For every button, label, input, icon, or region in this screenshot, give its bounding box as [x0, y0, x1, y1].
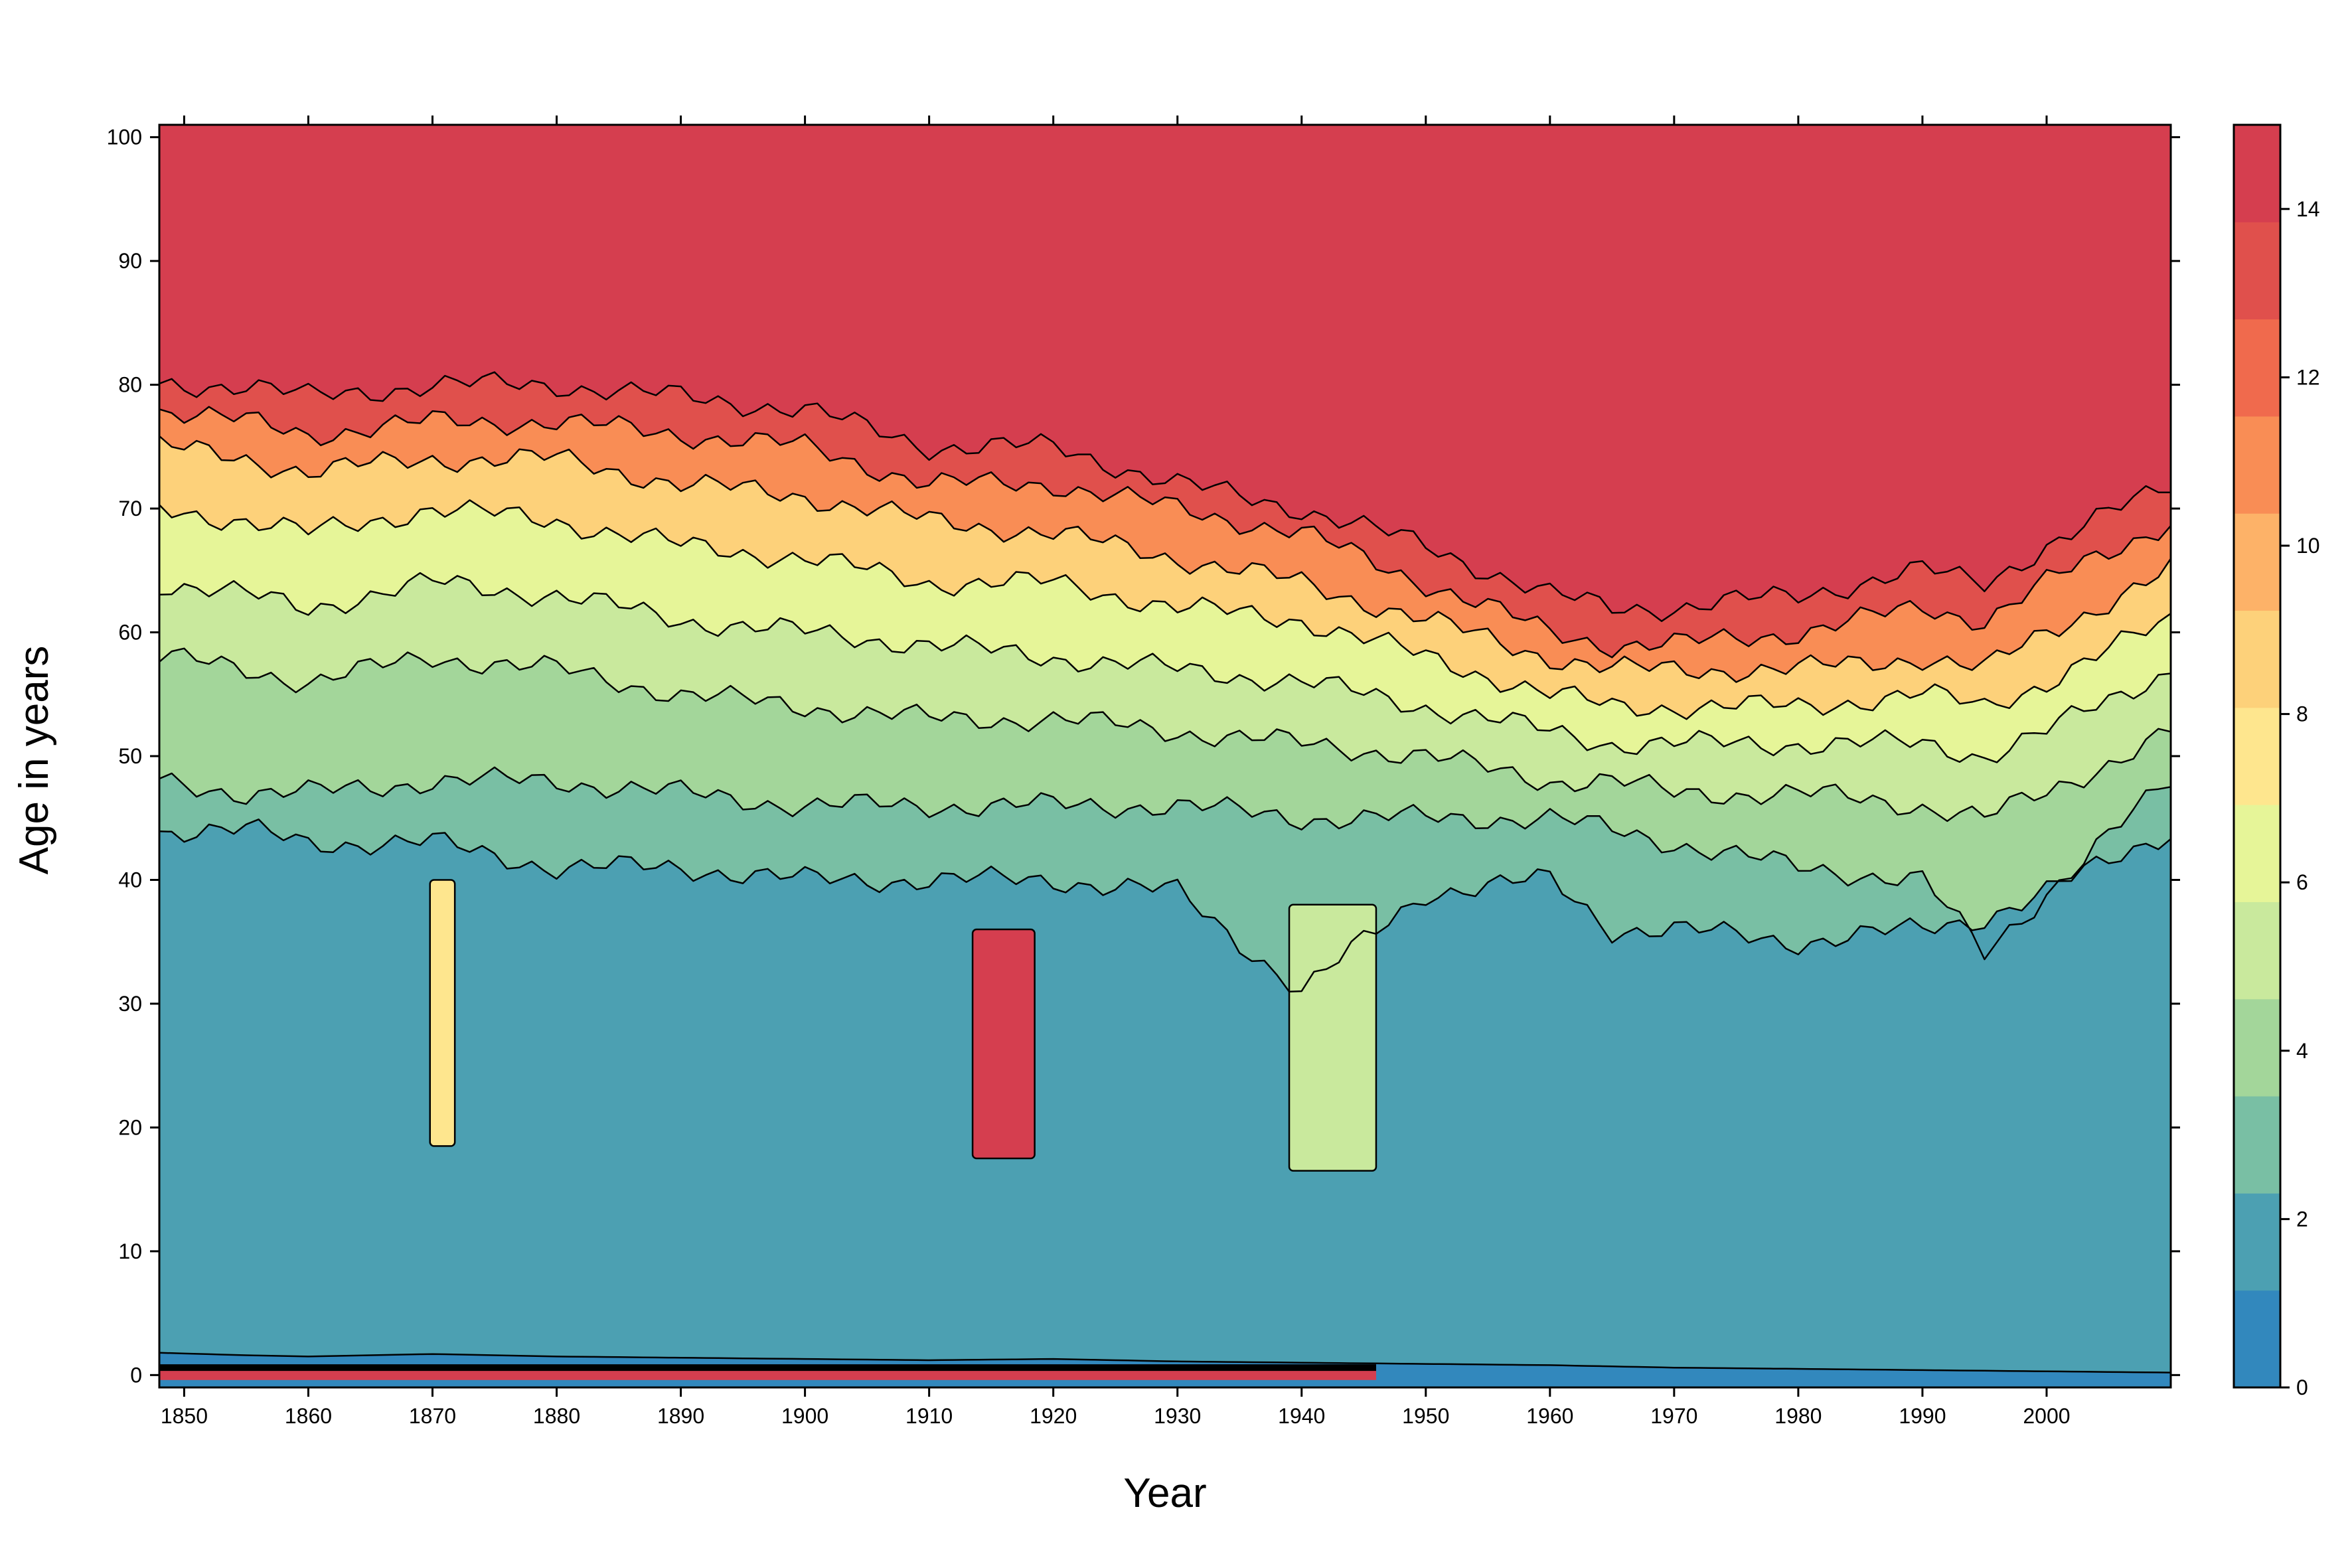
contour-line-0: [159, 371, 2171, 622]
x-tick-label: 1900: [781, 1404, 828, 1428]
y-tick-label: 80: [118, 373, 142, 397]
contour-lines: [159, 371, 2171, 1373]
contour-line-4: [159, 572, 2171, 763]
colorbar-tick-label: 0: [2296, 1375, 2308, 1399]
x-tick-label: 2000: [2023, 1404, 2070, 1428]
contour-line-3: [159, 499, 2171, 720]
colorbar-swatch: [2234, 513, 2280, 611]
x-tick-label: 1910: [905, 1404, 953, 1428]
colorbar-tick-label: 14: [2296, 197, 2320, 221]
colorbar-swatch: [2234, 416, 2280, 514]
contour-bands: [159, 125, 2171, 1387]
x-tick-label: 1920: [1030, 1404, 1077, 1428]
colorbar-frame: [2233, 123, 2282, 1389]
colorbar-tick-label: 8: [2296, 702, 2308, 726]
y-tick-label: 0: [130, 1363, 142, 1387]
x-tick-label: 1960: [1526, 1404, 1573, 1428]
y-tick-label: 70: [118, 497, 142, 520]
y-axis: 0 10 20 30 40 50 60 70 80 90 100: [107, 125, 2180, 1387]
colorbar: 0 2 4 6 8 10 12 14: [2233, 123, 2320, 1399]
colorbar-tick-label: 6: [2296, 870, 2308, 894]
x-axis-title: Year: [1123, 1470, 1206, 1516]
colorbar-swatch: [2234, 805, 2280, 902]
colorbar-swatch: [2234, 319, 2280, 417]
spike-region-2: [1289, 904, 1376, 1171]
y-tick-label: 50: [118, 744, 142, 768]
spike-region-0: [973, 929, 1035, 1159]
y-axis-title: Age in years: [11, 646, 57, 875]
colorbar-swatch: [2234, 1096, 2280, 1194]
y-tick-label: 30: [118, 992, 142, 1016]
spike-outline-1: [429, 879, 456, 1147]
colorbar-swatch: [2234, 1290, 2280, 1388]
spike-outline-2: [1288, 903, 1377, 1172]
x-tick-label: 1930: [1154, 1404, 1201, 1428]
colorbar-swatch: [2234, 902, 2280, 1000]
y-tick-label: 10: [118, 1239, 142, 1263]
y-tick-label: 90: [118, 249, 142, 273]
x-tick-label: 1880: [533, 1404, 580, 1428]
y-tick-label: 60: [118, 621, 142, 645]
colorbar-tick-label: 12: [2296, 365, 2320, 389]
colorbar-swatch: [2234, 125, 2280, 222]
x-tick-label: 1980: [1774, 1404, 1822, 1428]
colorbar-tick-label: 10: [2296, 534, 2320, 558]
colorbar-swatch: [2234, 222, 2280, 320]
x-tick-label: 1870: [409, 1404, 456, 1428]
colorbar-swatch: [2234, 610, 2280, 708]
y-tick-label: 40: [118, 868, 142, 892]
colorbar-swatch: [2234, 1193, 2280, 1291]
spike-outline-0: [971, 928, 1036, 1160]
contour-line-6: [159, 766, 2171, 961]
colorbar-tick-label: 2: [2296, 1207, 2308, 1231]
colorbar-tick-label: 4: [2296, 1039, 2308, 1063]
y-tick-label: 20: [118, 1115, 142, 1139]
x-tick-label: 1950: [1402, 1404, 1449, 1428]
colorbar-swatch: [2234, 707, 2280, 805]
colorbar-swatch: [2234, 998, 2280, 1097]
x-tick-label: 1970: [1650, 1404, 1697, 1428]
contour-line-8: [159, 1352, 2171, 1373]
band-7: [159, 819, 2171, 1387]
contour-line-1: [159, 406, 2171, 659]
x-tick-label: 1860: [285, 1404, 332, 1428]
plot-area: [159, 125, 2171, 1387]
contour-line-7: [159, 819, 2171, 992]
y-tick-label: 100: [107, 125, 142, 149]
x-axis: 1850 1860 1870 1880 1890 1900 1910 1920 1930 1940…: [161, 116, 2071, 1428]
x-tick-label: 1940: [1278, 1404, 1325, 1428]
x-tick-label: 1990: [1899, 1404, 1946, 1428]
contour-line-2: [159, 435, 2171, 683]
x-tick-label: 1850: [161, 1404, 208, 1428]
contour-line-5: [159, 647, 2171, 823]
spike-region-1: [430, 880, 455, 1146]
x-tick-label: 1890: [657, 1404, 704, 1428]
